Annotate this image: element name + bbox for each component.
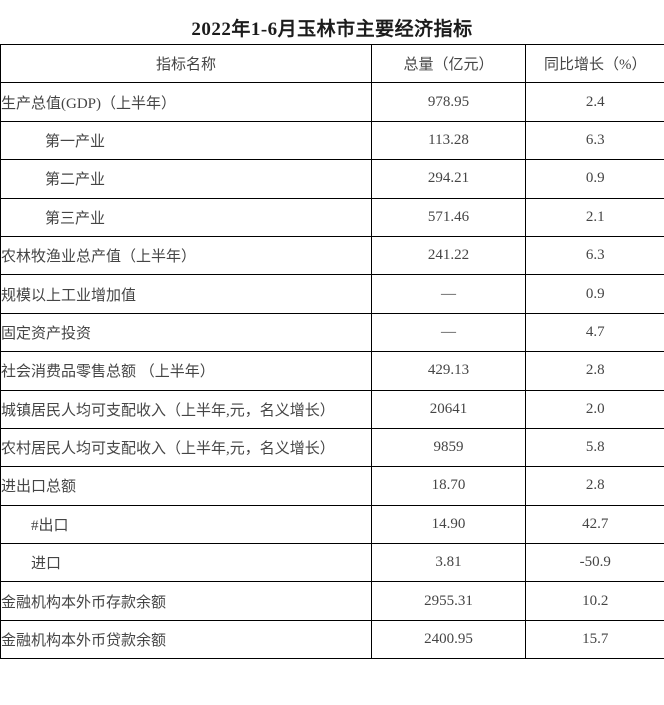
table-row: 城镇居民人均可支配收入（上半年,元，名义增长） 20641 2.0 [0,389,664,429]
indicator-name-cell: 规模以上工业增加值 [0,274,372,314]
indicator-name-cell: 社会消费品零售总额 （上半年） [0,351,372,391]
growth-value-cell: 2.8 [525,351,664,391]
indicator-name-cell: 第二产业 [0,159,372,199]
table-row: 进口 3.81 -50.9 [0,543,664,583]
economic-indicators-table: 指标名称 总量（亿元） 同比增长（%） 生产总值(GDP)（上半年） 978.95… [0,43,664,660]
table-header: 指标名称 总量（亿元） 同比增长（%） [0,43,664,84]
column-header-growth: 同比增长（%） [525,43,664,84]
total-value-cell: 241.22 [371,235,526,276]
table-row: #出口 14.90 42.7 [0,504,664,545]
total-value-cell: 2400.95 [371,619,526,660]
indicator-name-cell: 城镇居民人均可支配收入（上半年,元，名义增长） [0,389,372,429]
growth-value-cell: 2.8 [525,466,664,506]
table-row: 金融机构本外币存款余额 2955.31 10.2 [0,581,664,621]
header-row: 指标名称 总量（亿元） 同比增长（%） [0,43,664,84]
total-value-cell: 18.70 [371,466,526,506]
indicator-name-cell: 生产总值(GDP)（上半年） [0,82,372,122]
total-value-cell: 294.21 [371,159,526,199]
growth-value-cell: 42.7 [525,504,664,545]
growth-value-cell: 15.7 [525,619,664,660]
table-row: 第三产业 571.46 2.1 [0,197,664,237]
total-value-cell: 9859 [371,427,526,468]
growth-value-cell: 6.3 [525,235,664,276]
total-value-cell: 2955.31 [371,581,526,621]
growth-value-cell: 2.4 [525,82,664,122]
growth-value-cell: 5.8 [525,427,664,468]
total-value-cell: — [371,312,526,353]
growth-value-cell: 0.9 [525,274,664,314]
total-value-cell: 3.81 [371,543,526,583]
indicator-name-cell: 农村居民人均可支配收入（上半年,元，名义增长） [0,427,372,468]
page-title: 2022年1-6月玉林市主要经济指标 [191,19,473,40]
table-row: 固定资产投资 —4.7 [0,312,664,353]
total-value-cell: 429.13 [371,351,526,391]
table-row: 农林牧渔业总产值（上半年） 241.22 6.3 [0,235,664,276]
indicator-name-cell: #出口 [0,504,372,545]
growth-value-cell: 2.1 [525,197,664,237]
indicator-name-cell: 农林牧渔业总产值（上半年） [0,235,372,276]
total-value-cell: 14.90 [371,504,526,545]
growth-value-cell: 6.3 [525,120,664,161]
column-header-total: 总量（亿元） [371,43,526,84]
indicator-name-cell: 第三产业 [0,197,372,237]
table-row: 第二产业 294.21 0.9 [0,159,664,199]
table-row: 进出口总额 18.70 2.8 [0,466,664,506]
indicator-name-cell: 金融机构本外币存款余额 [0,581,372,621]
table-row: 生产总值(GDP)（上半年） 978.95 2.4 [0,82,664,122]
indicator-name-cell: 固定资产投资 [0,312,372,353]
growth-value-cell: 2.0 [525,389,664,429]
column-header-indicator: 指标名称 [0,43,372,84]
table-row: 规模以上工业增加值 —0.9 [0,274,664,314]
total-value-cell: 20641 [371,389,526,429]
indicator-name-cell: 进口 [0,543,372,583]
growth-value-cell: 0.9 [525,159,664,199]
total-value-cell: 571.46 [371,197,526,237]
total-value-cell: 113.28 [371,120,526,161]
table-row: 金融机构本外币贷款余额 2400.95 15.7 [0,619,664,660]
indicator-name-cell: 进出口总额 [0,466,372,506]
growth-value-cell: -50.9 [525,543,664,583]
indicator-name-cell: 第一产业 [0,120,372,161]
indicator-name-cell: 金融机构本外币贷款余额 [0,619,372,660]
total-value-cell: 978.95 [371,82,526,122]
table-row: 农村居民人均可支配收入（上半年,元，名义增长） 9859 5.8 [0,427,664,468]
growth-value-cell: 4.7 [525,312,664,353]
total-value-cell: — [371,274,526,314]
growth-value-cell: 10.2 [525,581,664,621]
table-body: 生产总值(GDP)（上半年） 978.95 2.4 第一产业 113.28 6.3 第二产业… [0,82,664,660]
table-row: 第一产业 113.28 6.3 [0,120,664,161]
table-row: 社会消费品零售总额 （上半年） 429.13 2.8 [0,351,664,391]
